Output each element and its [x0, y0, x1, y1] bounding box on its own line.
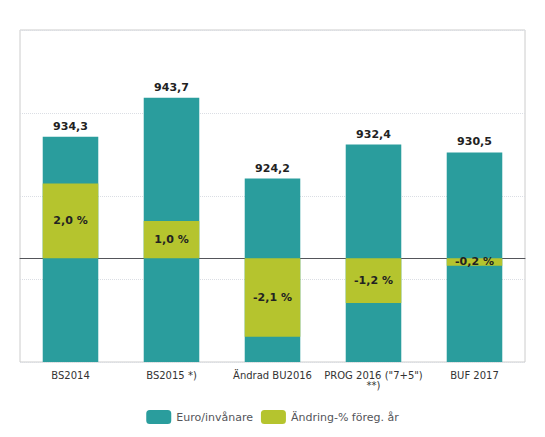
- svg-text:PROG 2016 ("7+5"): PROG 2016 ("7+5"): [324, 369, 423, 381]
- svg-text:BS2015 *): BS2015 *): [146, 370, 197, 381]
- svg-text:930,5: 930,5: [457, 135, 492, 148]
- svg-text:2,0 %: 2,0 %: [53, 214, 87, 227]
- svg-text:934,3: 934,3: [53, 120, 88, 133]
- svg-text:BS2014: BS2014: [51, 370, 89, 381]
- svg-text:BUF 2017: BUF 2017: [450, 370, 499, 381]
- svg-text:Ändring-% föreg. år: Ändring-% föreg. år: [291, 411, 399, 424]
- svg-text:1,0 %: 1,0 %: [154, 233, 188, 246]
- svg-text:Euro/invånare: Euro/invånare: [176, 411, 253, 424]
- svg-text:**): **): [367, 380, 381, 391]
- svg-text:932,4: 932,4: [356, 128, 391, 141]
- svg-text:-1,2 %: -1,2 %: [354, 274, 393, 287]
- svg-text:924,2: 924,2: [255, 162, 290, 175]
- svg-text:-2,1 %: -2,1 %: [253, 291, 292, 304]
- svg-text:-0,2 %: -0,2 %: [455, 255, 494, 268]
- svg-text:943,7: 943,7: [154, 81, 189, 94]
- svg-text:Ändrad BU2016: Ändrad BU2016: [233, 369, 312, 381]
